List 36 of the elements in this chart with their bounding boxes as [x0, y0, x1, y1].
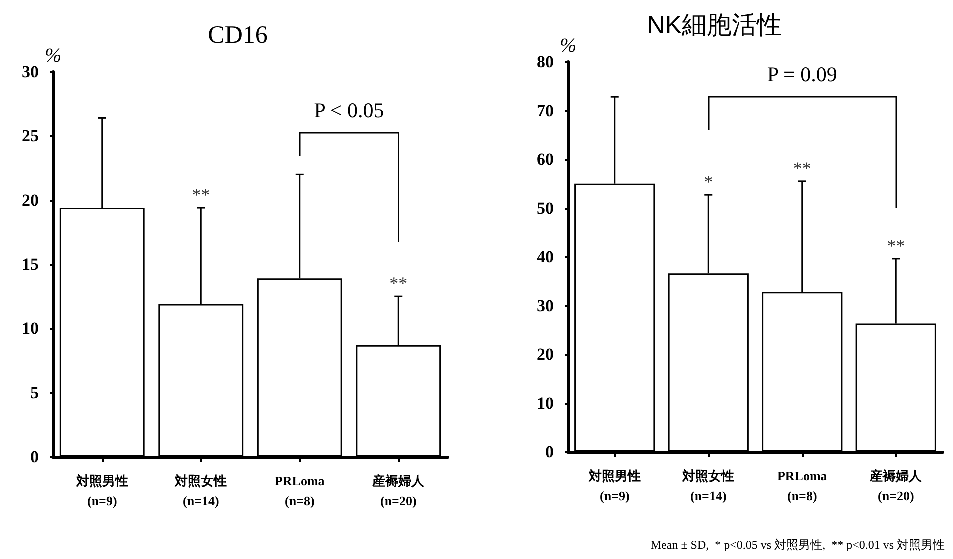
- annotation: **: [887, 236, 906, 256]
- y-tick-label: 5: [30, 383, 39, 402]
- y-tick-label: 10: [22, 319, 39, 338]
- y-tick-label: 20: [22, 190, 39, 210]
- y-axis-title: %: [45, 45, 62, 67]
- y-tick-label: 0: [30, 448, 39, 466]
- y-tick-label: 30: [22, 62, 39, 82]
- x-tick-label: PRLoma (n=8): [274, 474, 326, 508]
- annotation: **: [390, 274, 408, 294]
- y-tick-label: 0: [546, 442, 554, 462]
- y-tick-label: 10: [537, 394, 554, 413]
- x-tick-label: 対照女性 (n=14): [174, 474, 228, 508]
- x-tick-label: 対照男性 (n=9): [588, 468, 641, 504]
- annotation: P < 0.05: [314, 98, 384, 122]
- y-axis-title: %: [560, 35, 577, 57]
- x-tick-label: 産褥婦人 (n=20): [869, 468, 924, 504]
- annotation: **: [192, 185, 210, 206]
- y-tick-label: 15: [22, 255, 39, 274]
- annotation: **: [793, 158, 812, 178]
- annotation: *: [704, 172, 714, 192]
- x-tick-label: PRLoma (n=8): [777, 468, 828, 504]
- annotation: P = 0.09: [767, 62, 838, 86]
- y-tick-label: 50: [537, 198, 554, 218]
- y-tick-label: 40: [537, 248, 554, 266]
- y-tick-label: 80: [537, 52, 554, 72]
- chart-title: CD16: [208, 22, 268, 49]
- y-tick-label: 30: [537, 296, 554, 316]
- text: Mean ± SD, * p<0.05 vs 対照男性, ** p<0.01 vs 対照男性: [650, 538, 945, 552]
- y-tick-label: 25: [22, 126, 39, 146]
- x-tick-label: 対照女性 (n=14): [682, 468, 735, 504]
- x-tick-label: 対照男性 (n=9): [75, 474, 128, 508]
- x-tick-label: 産褥婦人 (n=20): [372, 474, 426, 508]
- y-tick-label: 60: [537, 150, 554, 169]
- y-tick-label: 70: [537, 101, 554, 120]
- y-tick-label: 20: [537, 345, 554, 364]
- chart-title: NK細胞活性: [647, 12, 782, 40]
